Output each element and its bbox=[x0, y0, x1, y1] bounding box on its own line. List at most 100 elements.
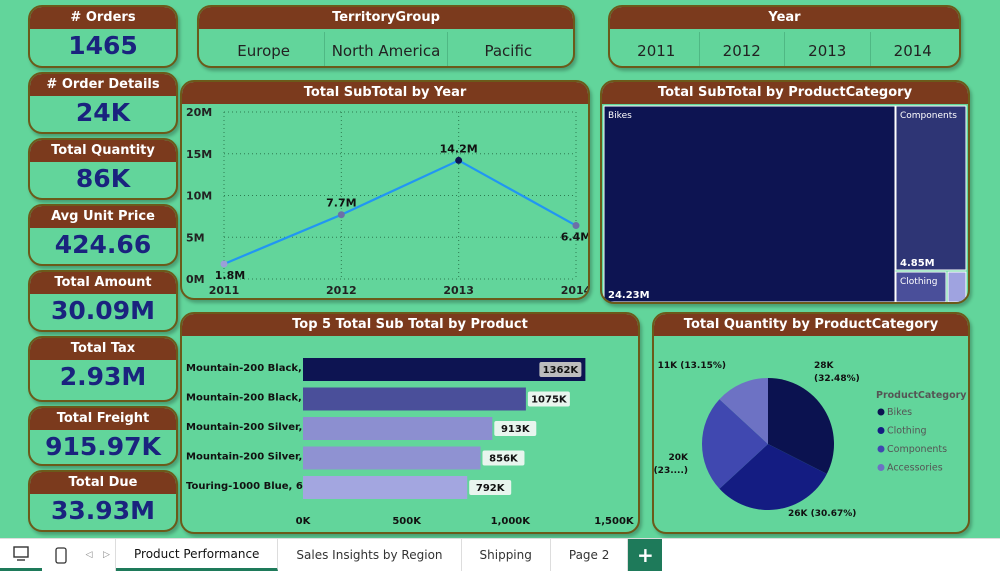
data-label: 1362K bbox=[543, 365, 580, 376]
data-label: 1.8M bbox=[215, 269, 245, 282]
legend-item: Clothing bbox=[887, 426, 927, 437]
data-label: 6.4M bbox=[561, 231, 588, 244]
y-tick-label: 20M bbox=[186, 106, 212, 119]
kpi-label: Total Freight bbox=[30, 408, 176, 430]
slicer-item-pacific[interactable]: Pacific bbox=[484, 42, 533, 60]
kpi-card: # Order Details 24K bbox=[28, 72, 178, 134]
kpi-value: 86K bbox=[75, 164, 131, 193]
data-label: 7.7M bbox=[326, 197, 356, 210]
slicer-item-europe[interactable]: Europe bbox=[203, 32, 326, 66]
y-tick-label: 5M bbox=[186, 231, 205, 244]
slice-label: (23....) bbox=[654, 466, 688, 476]
x-tick-label: 1,000K bbox=[491, 516, 532, 527]
category-label: Touring-1000 Blue, 60 bbox=[186, 481, 310, 492]
tab-sales-insights-by-region[interactable]: Sales Insights by Region bbox=[278, 539, 462, 571]
mobile-view-icon[interactable] bbox=[42, 539, 80, 571]
legend-item: Components bbox=[887, 444, 947, 455]
legend-item: Accessories bbox=[887, 463, 943, 474]
pie-slice bbox=[768, 378, 834, 474]
slicer-item-north-america[interactable]: North America bbox=[325, 32, 448, 66]
kpi-label: # Order Details bbox=[30, 74, 176, 96]
line-chart: 0M 5M 10M 15M 20M 2011 2012 2013 2014 1.8M 7.7M 14.… bbox=[186, 106, 588, 297]
data-label-bg bbox=[539, 362, 582, 377]
treemap-tile bbox=[895, 105, 967, 271]
kpi-value: 915.97K bbox=[45, 432, 161, 461]
data-point bbox=[572, 222, 580, 230]
y-tick-label: 0M bbox=[186, 273, 205, 286]
data-label-bg bbox=[482, 450, 525, 466]
bar bbox=[303, 476, 468, 499]
data-point bbox=[337, 211, 345, 219]
tile-value: 24.23M bbox=[608, 290, 650, 301]
line-chart-title: Total SubTotal by Year bbox=[182, 82, 588, 104]
territory-slicer-title: TerritoryGroup bbox=[199, 7, 573, 29]
kpi-value: 33.93M bbox=[51, 496, 155, 525]
slice-label: 20K bbox=[669, 453, 690, 463]
x-tick-label: 2013 bbox=[443, 284, 474, 297]
bar bbox=[303, 387, 526, 411]
x-tick-label: 500K bbox=[392, 516, 422, 527]
slicer-item-2012[interactable]: 2012 bbox=[700, 32, 785, 66]
pie-chart-title: Total Quantity by ProductCategory bbox=[654, 314, 968, 336]
report-canvas: # Orders 1465 # Order Details 24K Total Quan… bbox=[0, 0, 1000, 538]
data-label: 792K bbox=[476, 483, 506, 494]
tab-shipping[interactable]: Shipping bbox=[462, 539, 551, 571]
category-label: Mountain-200 Black, 42 bbox=[186, 393, 319, 404]
treemap-chart: Bikes 24.23M Components 4.85M Clothing bbox=[603, 105, 967, 302]
kpi-card: Total Amount 30.09M bbox=[28, 270, 178, 332]
data-label: 856K bbox=[489, 454, 519, 465]
bar-chart: Mountain-200 Black, 38 1362K Mountain-200 … bbox=[186, 358, 635, 527]
prev-page-icon[interactable]: ◁ bbox=[85, 550, 93, 560]
kpi-label: Total Due bbox=[30, 472, 176, 494]
treemap-card: Total SubTotal by ProductCategory Bikes 2… bbox=[600, 80, 970, 304]
treemap-tile bbox=[947, 271, 967, 302]
slicer-item-2014[interactable]: 2014 bbox=[893, 42, 932, 60]
year-slicer: Year 2011 2012 2013 2014 bbox=[608, 5, 961, 68]
legend-marker bbox=[877, 445, 885, 453]
tab-page-2[interactable]: Page 2 bbox=[551, 539, 629, 571]
bar bbox=[303, 417, 493, 440]
slicer-item-2013[interactable]: 2013 bbox=[785, 32, 871, 66]
bar bbox=[303, 358, 586, 381]
tab-product-performance[interactable]: Product Performance bbox=[116, 539, 279, 571]
add-page-button[interactable]: + bbox=[628, 539, 663, 571]
kpi-card: # Orders 1465 bbox=[28, 5, 178, 68]
kpi-value: 24K bbox=[75, 98, 131, 127]
kpi-value: 30.09M bbox=[51, 296, 155, 325]
kpi-card: Total Due 33.93M bbox=[28, 470, 178, 532]
legend-marker bbox=[877, 464, 885, 471]
tile-value: 4.85M bbox=[900, 258, 935, 269]
kpi-card: Avg Unit Price 424.66 bbox=[28, 204, 178, 266]
kpi-card: Total Tax 2.93M bbox=[28, 336, 178, 402]
bar bbox=[303, 446, 481, 470]
kpi-value: 2.93M bbox=[59, 362, 147, 391]
next-page-icon[interactable]: ▷ bbox=[98, 539, 116, 571]
slice-label: 28K bbox=[814, 361, 835, 371]
kpi-label: Avg Unit Price bbox=[30, 206, 176, 228]
kpi-label: # Orders bbox=[30, 7, 176, 29]
legend-item: Bikes bbox=[887, 407, 912, 418]
category-label: Mountain-200 Silver, 38 bbox=[186, 422, 320, 433]
treemap-tile bbox=[895, 271, 947, 302]
kpi-card: Total Freight 915.97K bbox=[28, 406, 178, 466]
data-point bbox=[455, 156, 463, 164]
pie-slice bbox=[719, 378, 768, 444]
territory-slicer: TerritoryGroup Europe North America Paci… bbox=[197, 5, 575, 68]
page-tab-bar: ◁ ▷ Product Performance Sales Insights b… bbox=[0, 538, 1000, 571]
line-chart-card: Total SubTotal by Year 0M 5M 10M 15M 20M 2011… bbox=[180, 80, 590, 300]
bar-chart-title: Top 5 Total Sub Total by Product bbox=[182, 314, 638, 336]
category-label: Mountain-200 Black, 38 bbox=[186, 363, 319, 374]
slice-label: 11K (13.15%) bbox=[658, 361, 726, 371]
kpi-label: Total Tax bbox=[30, 338, 176, 360]
data-point bbox=[220, 260, 228, 268]
desktop-view-icon[interactable] bbox=[0, 539, 42, 571]
x-tick-label: 2011 bbox=[209, 284, 240, 297]
slicer-item-2011[interactable]: 2011 bbox=[614, 32, 700, 66]
slice-label: (32.48%) bbox=[814, 374, 860, 384]
kpi-label: Total Quantity bbox=[30, 140, 176, 162]
data-label: 1075K bbox=[531, 395, 568, 406]
year-slicer-title: Year bbox=[610, 7, 959, 29]
data-label: 14.2M bbox=[440, 142, 478, 155]
tile-label: Components bbox=[900, 111, 957, 121]
kpi-value: 1465 bbox=[68, 31, 138, 60]
